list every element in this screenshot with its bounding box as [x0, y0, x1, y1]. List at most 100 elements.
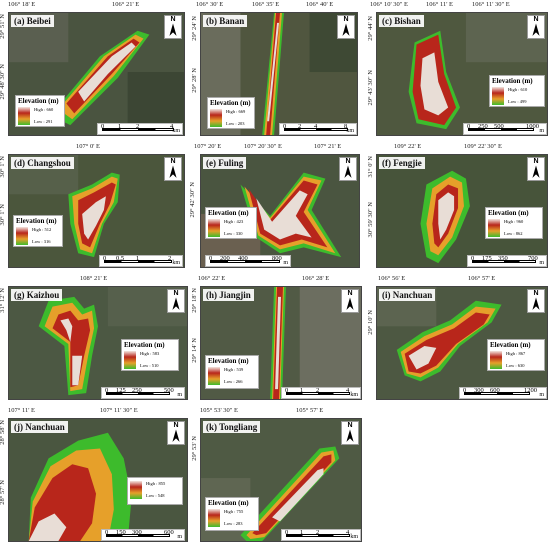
scale-bar-graphic [464, 392, 530, 395]
map-view: (d) Changshou N Elevation (m) High : 512… [8, 154, 185, 268]
scale-bar: 0 150 300 600 m [101, 529, 185, 541]
scale-bar: 0 1 2 4 km [281, 387, 361, 399]
panel-title: (j) Nanchuan [11, 421, 68, 433]
scale-bar: 0 0.5 1 2 km [99, 255, 183, 267]
legend-title: Elevation (m) [492, 77, 533, 85]
scale-tick: 500 [494, 123, 504, 130]
panel-title: (k) Tongliang [203, 421, 261, 433]
scale-tick: 0 [467, 123, 471, 130]
scale-bar-graphic [472, 260, 536, 263]
panel-title: (g) Kaizhou [11, 289, 63, 301]
legend-ramp [210, 109, 222, 127]
scale-tick: 1 [300, 387, 304, 394]
coord-left: 29° 14' N [191, 338, 198, 363]
scale-tick: 4 [170, 123, 174, 130]
legend-title: Elevation (m) [16, 217, 57, 225]
scale-unit: km [172, 260, 180, 266]
legend-high: High : 583 [140, 351, 160, 356]
scale-tick: 4 [346, 387, 350, 394]
coord-top: 106° 10' 30" E [370, 1, 409, 8]
legend-high: High : 539 [224, 367, 244, 372]
scale-tick: 0 [463, 387, 467, 394]
legend-low: Low : 203 [226, 121, 245, 126]
legend-low: Low : 316 [32, 239, 51, 244]
legend-ramp [124, 351, 136, 369]
scale-bar: 0 250 500 1000 m [463, 123, 547, 135]
scale-unit: km [172, 128, 180, 134]
panel-f: 109° 22' E 109° 22' 30" E 31° 0' N 30° 5… [367, 142, 550, 270]
north-arrow-icon: N [167, 289, 185, 313]
coord-top: 106° 22' E [198, 275, 226, 282]
coord-left: 30° 1' N [0, 156, 6, 178]
legend-high: High : 867 [506, 351, 526, 356]
legend-low: Low : 266 [224, 379, 243, 384]
scale-tick: 0 [285, 529, 289, 536]
scale-tick: 0 [285, 387, 289, 394]
scale-bar-graphic [102, 128, 174, 131]
coord-top: 109° 22' 30" E [464, 143, 503, 150]
scale-unit: m [539, 128, 544, 134]
north-arrow-icon: N [164, 15, 182, 39]
legend-high: High : 512 [32, 227, 52, 232]
panel-title: (e) Fuling [203, 157, 247, 169]
coord-top: 107° 20' E [194, 143, 222, 150]
elevation-legend: Elevation (m) High : 512 Low : 316 [13, 215, 63, 247]
scale-unit: km [350, 392, 358, 398]
panel-h: 106° 22' E 106° 28' E 29° 18' N 29° 14' … [191, 274, 364, 402]
panel-c: 106° 10' 30" E 106° 11' E 106° 11' 30" E… [367, 0, 550, 140]
elevation-legend: High : 855 Low : 548 [127, 477, 183, 505]
coord-left: 29° 48' 30" N [0, 64, 6, 100]
scale-bar-graphic [210, 260, 280, 263]
panel-title: (b) Banan [203, 15, 248, 27]
scale-tick: 125 [116, 387, 126, 394]
legend-ramp [488, 219, 500, 237]
legend-title: Elevation (m) [208, 357, 249, 365]
scale-tick: 350 [498, 255, 508, 262]
map-view: (j) Nanchuan N High : 855 Low : 548 0 15… [8, 418, 188, 542]
legend-title: Elevation (m) [18, 97, 59, 105]
coord-left: 29° 10' N [367, 310, 374, 335]
coord-top: 106° 56' E [378, 275, 406, 282]
scale-tick: 0 [103, 255, 107, 262]
scale-tick: 250 [478, 123, 488, 130]
panel-title: (a) Beibei [11, 15, 54, 27]
legend-high: High : 855 [146, 481, 166, 486]
north-arrow-icon: N [337, 15, 355, 39]
legend-ramp [208, 219, 220, 237]
legend-high: High : 669 [226, 109, 246, 114]
coord-top: 106° 28' E [302, 275, 330, 282]
legend-low: Low : 283 [224, 521, 243, 526]
scale-tick: 150 [116, 529, 126, 536]
legend-high: High : 423 [224, 219, 244, 224]
coord-top: 106° 35' E [252, 1, 280, 8]
legend-title: Elevation (m) [490, 341, 531, 349]
coord-left: 29° 24' N [191, 16, 198, 41]
elevation-legend: Elevation (m) High : 755 Low : 283 [205, 497, 259, 531]
scale-tick: 600 [490, 387, 500, 394]
coord-left: 29° 42' 30" N [189, 182, 196, 218]
scale-tick: 400 [238, 255, 248, 262]
legend-title: Elevation (m) [488, 209, 529, 217]
coord-top: 106° 57' E [468, 275, 496, 282]
elevation-legend: Elevation (m) High : 610 Low : 499 [489, 75, 545, 107]
coord-top: 107° 11' E [8, 407, 35, 414]
north-arrow-icon: N [167, 421, 185, 445]
map-view: (e) Fuling N Elevation (m) High : 423 Lo… [200, 154, 360, 268]
north-arrow-icon: N [341, 421, 359, 445]
elevation-legend: Elevation (m) High : 867 Low : 630 [487, 339, 545, 371]
coord-top: 106° 21' E [112, 1, 140, 8]
coord-left: 29° 28' N [191, 68, 198, 93]
panel-k: 105° 53' 30" E 105° 57' E 29° 53' N (k) … [191, 406, 364, 544]
scale-tick: 0 [105, 529, 109, 536]
scale-bar: 0 1 2 4 km [97, 123, 183, 135]
map-view: (a) Beibei N Elevation (m) High : 660 Lo… [8, 12, 185, 136]
north-arrow-icon: N [164, 157, 182, 181]
map-view: (f) Fengjie N Elevation (m) High : 960 L… [376, 154, 548, 268]
scale-unit: km [346, 128, 354, 134]
coord-left: 30° 1' N [0, 204, 6, 226]
legend-low: Low : 510 [140, 363, 159, 368]
elevation-legend: Elevation (m) High : 539 Low : 266 [205, 355, 259, 389]
terrain-image [9, 13, 184, 135]
scale-tick: 1200 [524, 387, 537, 394]
scale-tick: 0 [283, 123, 287, 130]
